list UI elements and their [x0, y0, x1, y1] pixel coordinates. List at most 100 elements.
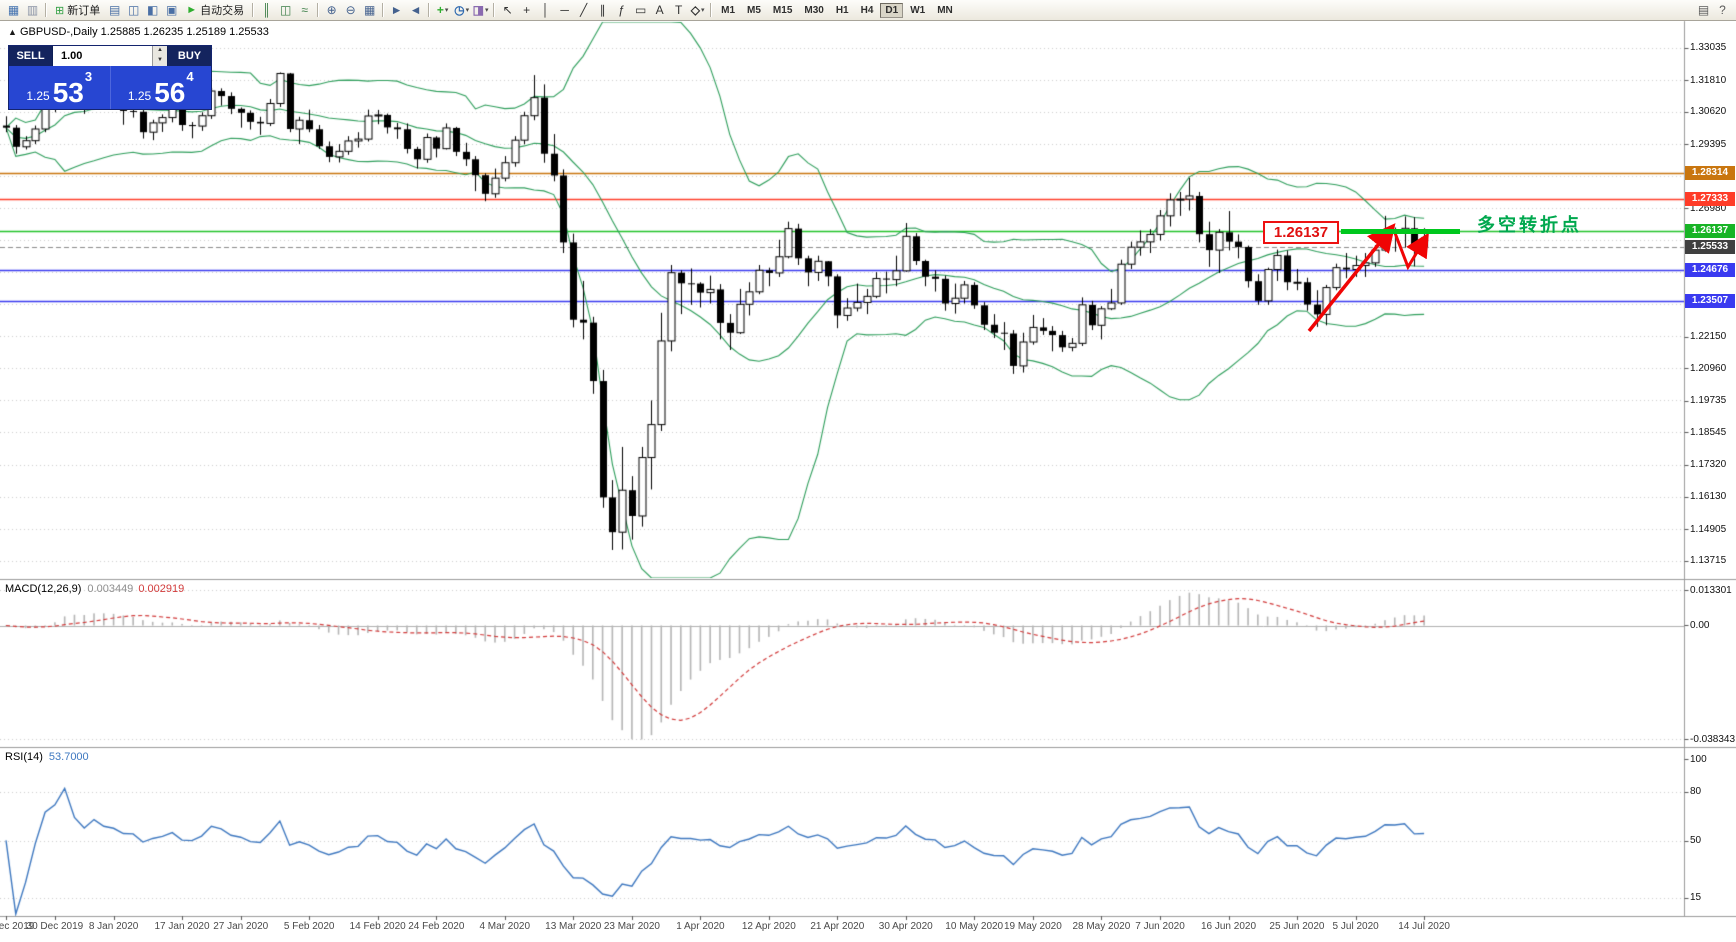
ask-price-prefix: 1.25	[127, 89, 152, 103]
periods-button-icon: ◷	[454, 2, 465, 17]
price-axis-label: 1.30620	[1690, 106, 1727, 118]
date-axis-label: 12 Apr 2020	[741, 921, 796, 932]
new-chart-icon[interactable]: ▦	[7, 2, 20, 17]
arrows-icon[interactable]: ◇ ▾	[688, 2, 707, 19]
toolbar-separator	[317, 3, 320, 17]
horizontal-line-icon[interactable]: ─	[560, 2, 569, 17]
toolbar-separator	[428, 3, 431, 17]
zoom-in-icon[interactable]: ⊕	[326, 2, 337, 17]
autotrading-icon: ►	[186, 4, 198, 16]
volume-spinner[interactable]: ▲ ▼	[152, 46, 167, 66]
bar-chart-icon[interactable]: ║	[262, 2, 271, 17]
date-axis-label: 14 Jul 2020	[1398, 921, 1450, 932]
level-price-label[interactable]: 1.26137	[1263, 221, 1339, 244]
spinner-up-icon[interactable]: ▲	[153, 46, 167, 56]
timeframe-M30-button[interactable]: M30	[804, 4, 824, 16]
macd-pane-separator[interactable]	[0, 577, 1736, 582]
autotrading-button[interactable]: ► 自动交易	[181, 2, 249, 19]
line-chart-icon[interactable]: ≈	[301, 2, 308, 17]
date-axis-label: 5 Feb 2020	[283, 921, 335, 932]
toolbar-separator	[45, 3, 47, 17]
price-axis-badge: 1.23507	[1685, 293, 1735, 308]
new-order-button[interactable]: ⊞ 新订单	[50, 2, 105, 19]
turning-point-annotation[interactable]: 多空转折点	[1477, 215, 1582, 235]
date-axis-label: 19 May 2020	[1003, 921, 1062, 932]
toolbar-separator	[710, 3, 713, 17]
main-toolbar: ▦ ▥ ⊞ 新订单 ▤ ◫ ◧ ▣ ► 自动交易 ║ ◫ ≈ ⊕ ⊖ ▦ ► ◄ + ▾ ◷ ▾ ◨ ▾ ↖ + │ ─ ╱ ∥ ƒ ▭ A T ◇…	[0, 0, 1736, 21]
tile-windows-icon[interactable]: ▦	[363, 2, 376, 17]
market-watch-icon[interactable]: ▤	[109, 2, 121, 17]
new-order-icon: ⊞	[55, 4, 65, 17]
date-axis-label: 10 May 2020	[945, 921, 1004, 932]
timeframe-M1-button[interactable]: M1	[721, 4, 736, 16]
date-axis-label: 13 Mar 2020	[545, 921, 602, 932]
price-axis-label: 1.17320	[1690, 459, 1727, 471]
shapes-icon[interactable]: ▭	[634, 2, 647, 17]
price-axis-badge: 1.28314	[1685, 165, 1735, 180]
date-axis-label: 25 Jun 2020	[1269, 921, 1325, 932]
timeframe-M15-button[interactable]: M15	[772, 4, 793, 16]
date-axis-label: 30 Dec 2019	[26, 921, 84, 932]
crosshair-icon[interactable]: +	[523, 2, 531, 17]
price-axis-label: 1.20960	[1690, 362, 1727, 374]
indicators-button[interactable]: + ▾	[433, 2, 452, 19]
cursor-icon[interactable]: ↖	[502, 2, 513, 17]
rsi-axis-label: 15	[1690, 892, 1702, 903]
support-segment-annotation[interactable]	[1341, 229, 1460, 234]
timeframe-MN-button[interactable]: MN	[937, 4, 953, 16]
fibonacci-retracement-icon[interactable]: ƒ	[618, 2, 625, 17]
ask-price-button[interactable]: 1.25 56 4	[109, 66, 212, 109]
macd-title-text: MACD(12,26,9)	[5, 583, 82, 595]
toolbar-separator	[493, 3, 496, 17]
vertical-line-icon[interactable]: │	[541, 2, 550, 17]
timeframe-H4-button[interactable]: H4	[860, 4, 874, 16]
volume-value[interactable]: 1.00	[61, 50, 83, 62]
volume-field[interactable]: 1.00 ▲ ▼	[52, 46, 168, 66]
help-icon[interactable]: ?	[1719, 2, 1726, 17]
equidistant-channel-icon[interactable]: ∥	[599, 2, 606, 17]
bid-price-button[interactable]: 1.25 53 3	[9, 66, 110, 109]
spinner-down-icon[interactable]: ▼	[153, 56, 167, 66]
navigator-icon[interactable]: ◧	[147, 2, 159, 17]
rsi-pane-separator[interactable]	[0, 745, 1736, 750]
dropdown-caret-icon: ▾	[465, 6, 470, 14]
data-window-icon[interactable]: ◫	[128, 2, 140, 17]
timeframe-H1-button[interactable]: H1	[835, 4, 849, 16]
zoom-out-icon[interactable]: ⊖	[345, 2, 356, 17]
sell-button[interactable]: SELL	[9, 46, 52, 66]
templates-button[interactable]: ◨ ▾	[471, 2, 490, 19]
trend-up-arrow[interactable]	[1307, 223, 1396, 333]
candlestick-chart-icon[interactable]: ◫	[279, 2, 292, 17]
macd-signal-value: 0.002919	[138, 583, 185, 595]
one-click-panel-toggle[interactable]: ▲	[8, 27, 17, 37]
chart-shift-icon[interactable]: ◄	[409, 2, 422, 17]
rsi-axis-label: 50	[1690, 835, 1702, 846]
text-label-icon[interactable]: T	[674, 2, 683, 17]
timeframe-W1-button[interactable]: W1	[910, 4, 926, 16]
price-axis-badge: 1.26137	[1685, 223, 1735, 238]
timeframe-M5-button[interactable]: M5	[747, 4, 761, 16]
terminal-icon[interactable]: ▣	[166, 2, 178, 17]
date-axis-label: 7 Jun 2020	[1135, 921, 1185, 932]
chart-profiles-icon[interactable]: ▥	[26, 2, 39, 17]
periods-button[interactable]: ◷ ▾	[452, 2, 471, 19]
auto-scroll-icon[interactable]: ►	[390, 2, 403, 17]
date-axis-label: 8 Jan 2020	[88, 921, 139, 932]
price-axis-label: 1.14905	[1690, 523, 1727, 535]
print-icon[interactable]: ▤	[1697, 2, 1710, 17]
timeframe-D1-button[interactable]: D1	[880, 2, 904, 18]
date-axis-label: 1 Apr 2020	[676, 921, 725, 932]
pullback-zigzag-arrow[interactable]	[1393, 232, 1429, 271]
buy-button[interactable]: BUY	[168, 46, 211, 66]
toolbar-separator	[382, 3, 385, 17]
macd-main-value: 0.003449	[87, 583, 134, 595]
trendline-icon[interactable]: ╱	[579, 2, 588, 17]
toolbar-right-group: ▤?	[1694, 2, 1732, 19]
autotrading-button-label: 自动交易	[200, 5, 245, 17]
ask-price-main: 56	[154, 77, 186, 109]
text-icon[interactable]: A	[655, 2, 664, 17]
rsi-title-text: RSI(14)	[5, 751, 43, 763]
